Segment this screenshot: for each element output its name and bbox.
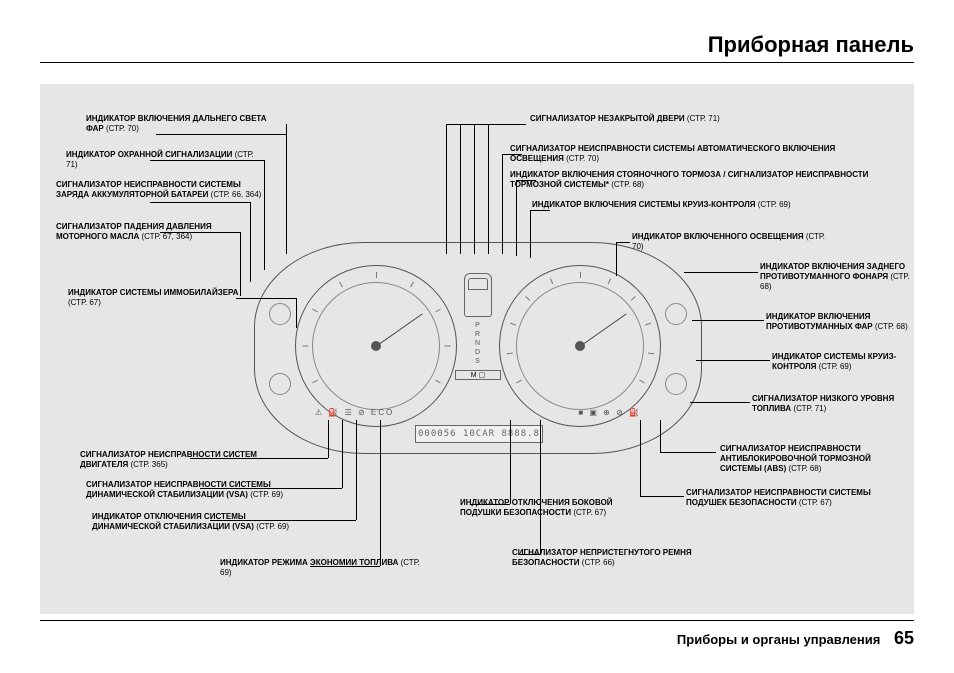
lead bbox=[488, 124, 489, 254]
tachometer-gauge bbox=[295, 265, 457, 427]
page-title: Приборная панель bbox=[708, 32, 914, 58]
lead bbox=[296, 298, 297, 328]
lead bbox=[236, 298, 296, 299]
lead bbox=[356, 420, 357, 520]
lead bbox=[516, 180, 536, 181]
lead bbox=[150, 202, 250, 203]
lead bbox=[640, 420, 641, 496]
callout-R4: ИНДИКАТОР СИСТЕМЫ КРУИЗ-КОНТРОЛЯ (стр. 6… bbox=[772, 352, 912, 372]
instrument-cluster: PRNDS M ▢ 000056 10CAR 8888.8 ⚠ ⛽ ☰ ⊘ EC… bbox=[254, 242, 702, 454]
warning-icons-right: ■ ▣ ⊕ ⊘ ⛽ bbox=[578, 408, 641, 417]
callout-T4: ИНДИКАТОР ВКЛЮЧЕНИЯ СИСТЕМЫ КРУИЗ-КОНТРО… bbox=[532, 200, 832, 210]
callout-T2: СИГНАЛИЗАТОР НЕИСПРАВНОСТИ СИСТЕМЫ АВТОМ… bbox=[510, 144, 870, 164]
lead bbox=[616, 242, 617, 276]
callout-T3: ИНДИКАТОР ВКЛЮЧЕНИЯ СТОЯНОЧНОГО ТОРМОЗА … bbox=[510, 170, 890, 190]
mini-gauge-temp bbox=[269, 373, 291, 395]
lead bbox=[696, 360, 770, 361]
lead bbox=[640, 496, 684, 497]
lead bbox=[250, 202, 251, 282]
lead bbox=[660, 420, 661, 452]
callout-L3: СИГНАЛИЗАТОР НЕИСПРАВНОСТИ СИСТЕМЫ ЗАРЯД… bbox=[56, 180, 276, 200]
callout-L5: ИНДИКАТОР СИСТЕМЫ ИММОБИЛАЙЗЕРА (стр. 67… bbox=[68, 288, 248, 308]
lead bbox=[446, 124, 447, 254]
callout-R7: СИГНАЛИЗАТОР НЕИСПРАВНОСТИ СИСТЕМЫ ПОДУШ… bbox=[686, 488, 896, 508]
lead bbox=[690, 402, 750, 403]
callout-T1: СИГНАЛИЗАТОР НЕЗАКРЫТОЙ ДВЕРИ (стр. 71) bbox=[530, 114, 730, 124]
callout-R2: ИНДИКАТОР ВКЛЮЧЕНИЯ ЗАДНЕГО ПРОТИВОТУМАН… bbox=[760, 262, 910, 292]
lead bbox=[150, 160, 264, 161]
lcd-display: 000056 10CAR 8888.8 bbox=[415, 425, 543, 443]
callout-R3: ИНДИКАТОР ВКЛЮЧЕНИЯ ПРОТИВОТУМАННЫХ ФАР … bbox=[766, 312, 916, 332]
lead bbox=[200, 488, 342, 489]
lead bbox=[474, 124, 475, 254]
footer-label: Приборы и органы управления bbox=[677, 632, 880, 647]
lead bbox=[240, 232, 241, 296]
lead bbox=[660, 452, 716, 453]
lead bbox=[516, 180, 517, 256]
rule-top bbox=[40, 62, 914, 63]
lead bbox=[190, 458, 328, 459]
callout-B1: ИНДИКАТОР ОТКЛЮЧЕНИЯ БОКОВОЙ ПОДУШКИ БЕЗ… bbox=[460, 498, 640, 518]
callout-L7: СИГНАЛИЗАТОР НЕИСПРАВНОСТИ СИСТЕМЫ ДИНАМ… bbox=[86, 480, 306, 500]
lead bbox=[264, 160, 265, 270]
callout-L9: ИНДИКАТОР РЕЖИМА ЭКОНОМИИ ТОПЛИВА (стр. … bbox=[220, 558, 420, 578]
lead bbox=[328, 420, 329, 458]
center-stack: PRNDS M ▢ bbox=[455, 273, 501, 423]
lead bbox=[540, 420, 541, 554]
callout-L6: СИГНАЛИЗАТОР НЕИСПРАВНОСТИ СИСТЕМ ДВИГАТ… bbox=[80, 450, 280, 470]
lead bbox=[310, 566, 380, 567]
lead bbox=[446, 124, 526, 125]
m-box: M ▢ bbox=[455, 370, 501, 380]
lead bbox=[460, 124, 461, 254]
callout-B2: СИГНАЛИЗАТОР НЕПРИСТЕГНУТОГО РЕМНЯ БЕЗОП… bbox=[512, 548, 732, 568]
rule-bottom bbox=[40, 620, 914, 621]
mini-gauge-fuel bbox=[665, 373, 687, 395]
mini-gauge-r1 bbox=[665, 303, 687, 325]
lead bbox=[502, 154, 522, 155]
lead bbox=[156, 134, 286, 135]
lead bbox=[160, 232, 240, 233]
callout-R1: ИНДИКАТОР ВКЛЮЧЕННОГО ОСВЕЩЕНИЯ (стр. 70… bbox=[632, 232, 832, 252]
lead bbox=[502, 154, 503, 254]
page: Приборная панель bbox=[0, 0, 954, 673]
lead bbox=[380, 420, 381, 566]
page-number: 65 bbox=[894, 628, 914, 648]
callout-R6: СИГНАЛИЗАТОР НЕИСПРАВНОСТИ АНТИБЛОКИРОВО… bbox=[720, 444, 910, 474]
lead bbox=[520, 554, 540, 555]
lead bbox=[692, 320, 764, 321]
callout-R5: СИГНАЛИЗАТОР НИЗКОГО УРОВНЯ ТОПЛИВА (стр… bbox=[752, 394, 902, 414]
lead bbox=[510, 420, 511, 504]
gear-indicator: PRNDS bbox=[455, 321, 501, 366]
lead bbox=[684, 272, 758, 273]
lead bbox=[342, 420, 343, 488]
lead bbox=[530, 210, 550, 211]
callout-L8: ИНДИКАТОР ОТКЛЮЧЕНИЯ СИСТЕМЫ ДИНАМИЧЕСКО… bbox=[92, 512, 312, 532]
speedometer-gauge bbox=[499, 265, 661, 427]
lead bbox=[210, 520, 356, 521]
figure-panel: PRNDS M ▢ 000056 10CAR 8888.8 ⚠ ⛽ ☰ ⊘ EC… bbox=[40, 84, 914, 614]
car-icon bbox=[464, 273, 492, 317]
callout-L1: ИНДИКАТОР ВКЛЮЧЕНИЯ ДАЛЬНЕГО СВЕТА ФАР (… bbox=[86, 114, 286, 134]
lead bbox=[530, 210, 531, 258]
lead bbox=[616, 242, 630, 243]
warning-icons-left: ⚠ ⛽ ☰ ⊘ ECO bbox=[315, 408, 394, 417]
lead bbox=[286, 124, 287, 254]
footer: Приборы и органы управления 65 bbox=[677, 628, 914, 649]
mini-gauge-l2 bbox=[269, 303, 291, 325]
lead bbox=[470, 504, 510, 505]
